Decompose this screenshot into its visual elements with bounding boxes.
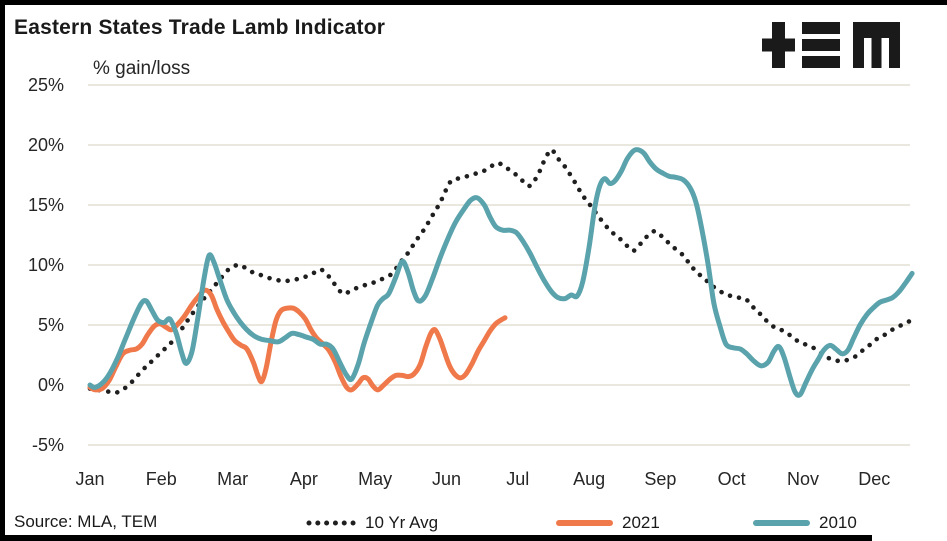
window-border-left	[0, 0, 5, 541]
dotted-line-swatch-icon	[306, 520, 356, 526]
orange-line-swatch-icon	[556, 520, 613, 526]
window-border-bottom	[0, 535, 872, 541]
y-tick-label: -5%	[31, 435, 64, 455]
series-2010	[87, 147, 915, 398]
y-tick-label: 25%	[27, 75, 64, 95]
legend-item-2021: 2021	[556, 511, 660, 535]
y-tick-label: 20%	[27, 135, 64, 155]
legend-item-2010: 2010	[753, 511, 857, 535]
teal-line-swatch-icon	[753, 520, 810, 526]
x-tick-label-sep: Sep	[644, 469, 677, 489]
series-2021	[87, 287, 508, 393]
x-tick-label-feb: Feb	[145, 469, 177, 489]
series-10-yr-avg	[87, 147, 915, 395]
x-tick-label-may: May	[358, 469, 393, 489]
x-tick-label-jul: Jul	[506, 469, 530, 489]
y-tick-label: 5%	[37, 315, 64, 335]
x-tick-label-jun: Jun	[431, 469, 462, 489]
source-note: Source: MLA, TEM	[14, 512, 158, 531]
x-tick-label-oct: Oct	[717, 469, 746, 489]
y-tick-label: 15%	[27, 195, 64, 215]
x-tick-label-aug: Aug	[573, 469, 606, 489]
legend-label-2021: 2021	[622, 513, 660, 532]
x-tick-label-apr: Apr	[289, 469, 318, 489]
x-tick-label-dec: Dec	[858, 469, 891, 489]
legend-item-10yr-avg: 10 Yr Avg	[306, 511, 438, 535]
x-tick-label-mar: Mar	[217, 469, 249, 489]
legend-label-10yr-avg: 10 Yr Avg	[365, 513, 439, 532]
y-tick-label: 0%	[37, 375, 64, 395]
x-tick-label-jan: Jan	[75, 469, 105, 489]
tem-logo-icon	[762, 22, 900, 68]
y-tick-label: 10%	[27, 255, 64, 275]
page-title: Eastern States Trade Lamb Indicator	[14, 16, 386, 39]
legend-label-2010: 2010	[819, 513, 857, 532]
tem-logo	[762, 22, 902, 68]
x-tick-label-nov: Nov	[786, 469, 819, 489]
window-border-top	[0, 0, 947, 5]
y-axis-title: % gain/loss	[93, 58, 191, 79]
